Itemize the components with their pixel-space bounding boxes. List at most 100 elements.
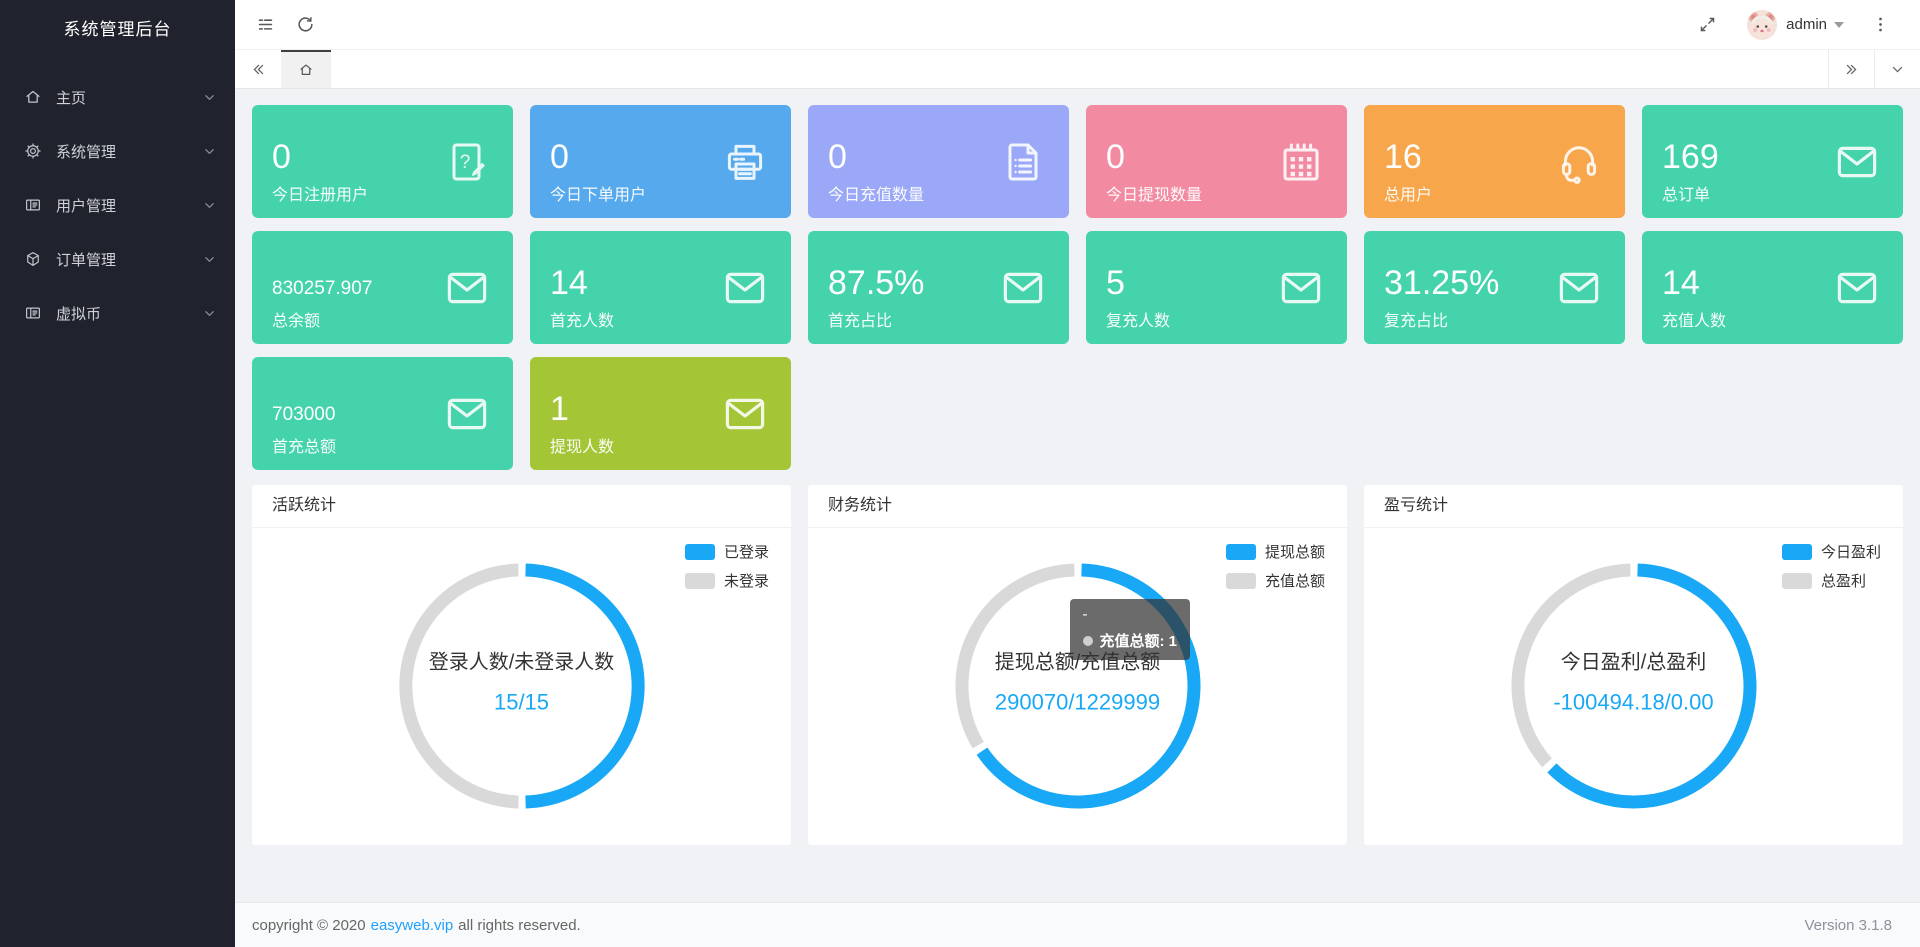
- sidebar-item-home[interactable]: 主页: [0, 70, 235, 124]
- sidebar-item-virtual-coin[interactable]: 虚拟币: [0, 286, 235, 340]
- stat-card-value: 1: [550, 389, 569, 428]
- stat-card: 87.5% 首充占比: [808, 231, 1069, 344]
- footer: copyright © 2020 easyweb.vip all rights …: [235, 902, 1920, 947]
- tabs-scroll-left-icon[interactable]: [235, 50, 281, 88]
- footer-link[interactable]: easyweb.vip: [370, 916, 454, 934]
- stat-card-value: 0: [550, 137, 569, 176]
- printer-icon: [721, 138, 769, 186]
- panel-activity-stats: 活跃统计 已登录 未登录 登录人数/未登录人数 15/15: [252, 485, 791, 845]
- donut-chart[interactable]: [953, 561, 1203, 811]
- panel-finance-stats: 财务统计 提现总额 充值总额 提现总额/充值总额 290070/1229999- 充值总额…: [808, 485, 1347, 845]
- panel-profit-stats: 盈亏统计 今日盈利 总盈利 今日盈利/总盈利 -100494.18/0.00: [1364, 485, 1903, 845]
- file-list-icon: [999, 138, 1047, 186]
- sidebar-item-id-card[interactable]: 用户管理: [0, 178, 235, 232]
- home-icon: [24, 88, 42, 106]
- envelope-icon: [443, 390, 491, 438]
- stat-card: 0 今日下单用户: [530, 105, 791, 218]
- legend-item[interactable]: 已登录: [684, 541, 769, 562]
- fullscreen-icon[interactable]: [1687, 5, 1727, 45]
- chevron-down-icon: [204, 92, 215, 103]
- legend-swatch: [684, 543, 715, 560]
- virtual-coin-icon: [24, 304, 42, 322]
- legend-label: 提现总额: [1264, 544, 1325, 561]
- stat-card: 14 充值人数: [1642, 231, 1903, 344]
- main-content: 0 今日注册用户? 0 今日下单用户 0 今日充值数量 0 今日提现数量 16 总用户 169 总订单…: [235, 89, 1920, 902]
- donut-chart[interactable]: [397, 561, 647, 811]
- stat-card-value: 703000: [272, 404, 336, 426]
- panel-title: 活跃统计: [252, 485, 791, 528]
- stat-card-value: 16: [1384, 137, 1422, 176]
- stat-card-label: 今日注册用户: [272, 187, 369, 204]
- tab-home[interactable]: [281, 50, 331, 88]
- envelope-icon: [1833, 138, 1881, 186]
- chart-canvas[interactable]: 今日盈利 总盈利 今日盈利/总盈利 -100494.18/0.00: [1364, 528, 1903, 844]
- legend-item[interactable]: 充值总额: [1225, 570, 1325, 591]
- stat-card: 169 总订单: [1642, 105, 1903, 218]
- stat-card-label: 首充总额: [272, 439, 337, 456]
- stat-card-label: 总用户: [1384, 187, 1433, 204]
- stat-card-label: 总订单: [1662, 187, 1711, 204]
- chevron-down-icon: [204, 254, 215, 265]
- stat-card: 0 今日充值数量: [808, 105, 1069, 218]
- sidebar-item-label: 订单管理: [56, 251, 117, 269]
- donut-chart[interactable]: [1509, 561, 1759, 811]
- stat-card-value: 14: [550, 263, 588, 302]
- sidebar: 系统管理后台 主页 系统管理 用户管理 订单管理 虚拟币: [0, 0, 235, 947]
- refresh-icon[interactable]: [285, 5, 325, 45]
- stat-card-label: 复充人数: [1106, 313, 1171, 330]
- sidebar-menu: 主页 系统管理用户管理订单管理虚拟币: [0, 70, 235, 340]
- tabs-scroll-right-icon[interactable]: [1828, 50, 1874, 88]
- stat-card-label: 提现人数: [550, 439, 615, 456]
- tab-bar-right: [1828, 50, 1920, 88]
- stat-card-value: 830257.907: [272, 278, 373, 300]
- more-options-icon[interactable]: [1860, 5, 1900, 45]
- stat-card-label: 首充人数: [550, 313, 615, 330]
- sidebar-item-gear[interactable]: 系统管理: [0, 124, 235, 178]
- stat-card-label: 复充占比: [1384, 313, 1449, 330]
- legend-swatch: [1781, 572, 1812, 589]
- stat-card-value: 5: [1106, 263, 1125, 302]
- legend-label: 未登录: [723, 573, 769, 590]
- stat-card: 31.25% 复充占比: [1364, 231, 1625, 344]
- copyright-text: copyright © 2020: [252, 916, 366, 934]
- stat-card-label: 今日充值数量: [828, 187, 925, 204]
- stat-card-label: 充值人数: [1662, 313, 1727, 330]
- stat-card-label: 总余额: [272, 313, 321, 330]
- gear-icon: [24, 142, 42, 160]
- legend-label: 充值总额: [1264, 573, 1325, 590]
- cube-icon: [24, 250, 42, 268]
- stat-card: 0 今日注册用户?: [252, 105, 513, 218]
- sidebar-item-label: 用户管理: [56, 197, 117, 215]
- envelope-icon: [1555, 264, 1603, 312]
- user-menu[interactable]: admin: [1786, 16, 1844, 33]
- legend-label: 总盈利: [1820, 573, 1866, 590]
- top-header: admin: [235, 0, 1920, 50]
- tab-bar: [235, 50, 1920, 89]
- stat-card: 830257.907 总余额: [252, 231, 513, 344]
- panel-title: 财务统计: [808, 485, 1347, 528]
- stat-card-label: 首充占比: [828, 313, 893, 330]
- sidebar-item-cube[interactable]: 订单管理: [0, 232, 235, 286]
- legend-item[interactable]: 总盈利: [1781, 570, 1866, 591]
- legend-item[interactable]: 未登录: [684, 570, 769, 591]
- legend-item[interactable]: 提现总额: [1225, 541, 1325, 562]
- chevron-down-icon: [204, 200, 215, 211]
- chart-canvas[interactable]: 提现总额 充值总额 提现总额/充值总额 290070/1229999- 充值总额: 1: [808, 528, 1347, 844]
- avatar[interactable]: [1747, 9, 1778, 40]
- stat-card-value: 31.25%: [1384, 263, 1500, 302]
- legend-item[interactable]: 今日盈利: [1781, 541, 1881, 562]
- stat-card-value: 87.5%: [828, 263, 925, 302]
- chart-canvas[interactable]: 已登录 未登录 登录人数/未登录人数 15/15: [252, 528, 791, 844]
- tabs-dropdown-icon[interactable]: [1874, 50, 1920, 88]
- svg-text:?: ?: [460, 152, 471, 173]
- header-right: admin: [1687, 5, 1900, 45]
- collapse-menu-icon[interactable]: [245, 5, 285, 45]
- chart-panels: 活跃统计 已登录 未登录 登录人数/未登录人数 15/15 财务统计 提现总额 充值总额 提现总…: [252, 485, 1903, 845]
- stat-card-label: 今日下单用户: [550, 187, 647, 204]
- id-card-icon: [24, 196, 42, 214]
- envelope-icon: [721, 264, 769, 312]
- stat-card: 1 提现人数: [530, 357, 791, 470]
- legend-label: 已登录: [723, 544, 769, 561]
- doc-edit-icon: ?: [443, 138, 491, 186]
- legend-swatch: [1225, 572, 1256, 589]
